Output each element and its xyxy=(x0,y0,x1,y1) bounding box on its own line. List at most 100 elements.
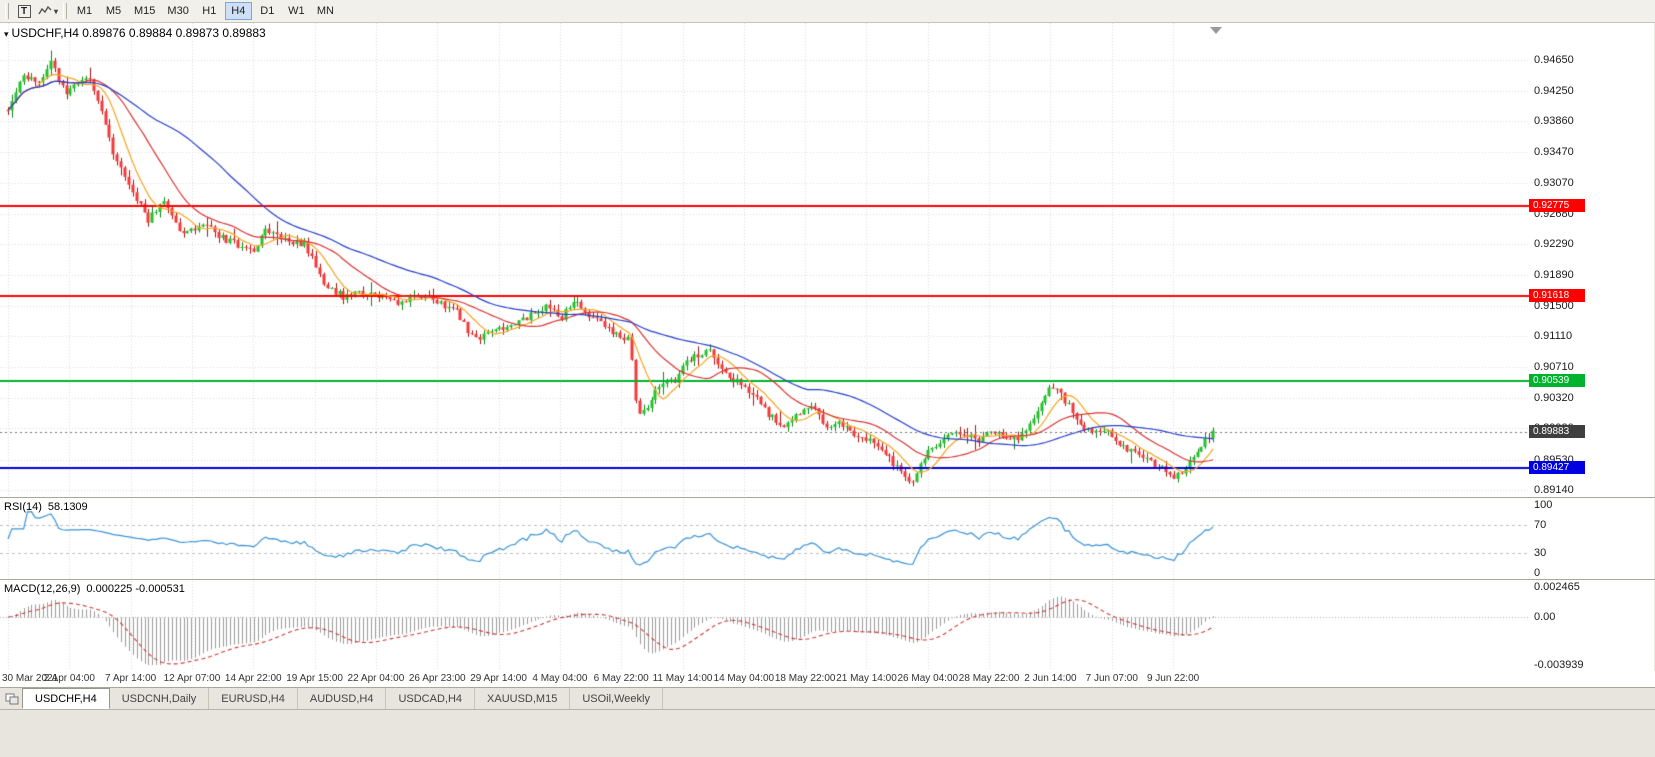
time-axis-label: 18 May 22:00 xyxy=(774,673,836,684)
rsi-axis[interactable]: 100 70 30 0 xyxy=(1529,499,1654,579)
chart-tab-XAUUSD-M15[interactable]: XAUUSD,M15 xyxy=(475,688,571,709)
rsi-value: 58.1309 xyxy=(47,501,88,513)
time-axis-label: 7 Jun 07:00 xyxy=(1085,673,1138,684)
axis-label: 0.90320 xyxy=(1534,391,1574,404)
time-axis-label: 4 May 04:00 xyxy=(532,673,588,684)
rsi-title: RSI(14) 58.1309 xyxy=(4,501,88,513)
macd-axis[interactable]: 0.002465 0.00 -0.003939 xyxy=(1529,581,1654,671)
chart-tabs-bar: USDCHF,H4 USDCNH,Daily EURUSD,H4 AUDUSD,H4 U… xyxy=(0,688,1655,710)
axis-label: -0.003939 xyxy=(1534,659,1584,671)
text-tool-button[interactable]: T xyxy=(13,2,35,20)
text-tool-icon: T xyxy=(17,4,31,18)
pane-separator[interactable] xyxy=(0,497,1655,499)
time-axis-label: 26 May 04:00 xyxy=(897,673,959,684)
toolbar: T ▾ M1 M5 M15 M30 H1 H4 D1 W1 MN xyxy=(0,0,1655,23)
axis-label: 30 xyxy=(1534,546,1547,559)
time-axis-label: 6 May 22:00 xyxy=(593,673,649,684)
axis-label: 0.91110 xyxy=(1534,330,1573,343)
price-tag: 0.89427 xyxy=(1529,460,1585,474)
rsi-pane: RSI(14) 58.1309 xyxy=(0,499,1529,579)
macd-row: MACD(12,26,9) 0.000225 -0.000531 0.002465… xyxy=(0,581,1655,671)
chart-tab-USDCNH-Daily[interactable]: USDCNH,Daily xyxy=(110,688,210,709)
chart-tab-USDCAD-H4[interactable]: USDCAD,H4 xyxy=(386,688,476,709)
time-axis-label: 9 Jun 22:00 xyxy=(1146,673,1200,684)
time-axis-label: 12 Apr 07:00 xyxy=(163,673,221,684)
macd-title: MACD(12,26,9) 0.000225 -0.000531 xyxy=(4,583,185,595)
time-axis-label: 2 Jun 14:00 xyxy=(1024,673,1077,684)
macd-name: MACD(12,26,9) xyxy=(4,583,81,595)
main-chart-row: ▾ USDCHF,H4 0.89876 0.89884 0.89873 0.898… xyxy=(0,23,1655,497)
time-axis-label: 2 Apr 04:00 xyxy=(43,673,95,684)
line-style-button[interactable]: ▾ xyxy=(37,2,59,20)
axis-label: 0.91890 xyxy=(1534,269,1574,282)
axis-label: 0.89140 xyxy=(1534,483,1574,496)
axis-label: 0.94250 xyxy=(1534,84,1574,97)
time-axis-label: 14 May 04:00 xyxy=(713,673,775,684)
axis-label: 0 xyxy=(1534,567,1541,579)
axis-label: 0.93860 xyxy=(1534,115,1574,128)
time-axis-label: 26 Apr 23:00 xyxy=(408,673,466,684)
axis-label: 0.94650 xyxy=(1534,53,1574,66)
time-axis-label: 7 Apr 14:00 xyxy=(105,673,157,684)
time-axis-label: 28 May 22:00 xyxy=(958,673,1020,684)
price-chart-pane: ▾ USDCHF,H4 0.89876 0.89884 0.89873 0.898… xyxy=(0,23,1529,497)
chart-tab-AUDUSD-H4[interactable]: AUDUSD,H4 xyxy=(298,688,387,709)
time-axis[interactable]: 30 Mar 2021 2 Apr 04:00 7 Apr 14:00 12 Apr … xyxy=(0,671,1655,688)
charts-list-icon[interactable] xyxy=(2,688,22,709)
shift-marker-icon[interactable] xyxy=(1210,27,1222,34)
time-axis-label: 21 May 14:00 xyxy=(836,673,897,684)
chart-menu-icon[interactable]: ▾ xyxy=(4,29,9,39)
axis-label: 0.93070 xyxy=(1534,177,1574,190)
status-bar xyxy=(0,710,1655,757)
time-axis-label: 30 Mar 2021 xyxy=(2,673,59,684)
price-tag: 0.90539 xyxy=(1529,373,1585,387)
timeframe-button-D1[interactable]: D1 xyxy=(254,2,281,20)
timeframe-button-M15[interactable]: M15 xyxy=(129,2,160,20)
time-axis-label: 22 Apr 04:00 xyxy=(347,673,405,684)
axis-label: 0.92290 xyxy=(1534,237,1574,250)
axis-label: 0.002465 xyxy=(1534,581,1580,593)
pane-separator[interactable] xyxy=(0,579,1655,581)
macd-values: 0.000225 -0.000531 xyxy=(86,583,185,595)
price-tag: 0.92775 xyxy=(1529,199,1585,213)
rsi-name: RSI(14) xyxy=(4,501,42,513)
price-tag: 0.89883 xyxy=(1529,424,1585,438)
timeframe-button-W1[interactable]: W1 xyxy=(283,2,310,20)
axis-label: 0.93470 xyxy=(1534,145,1574,158)
chart-tab-EURUSD-H4[interactable]: EURUSD,H4 xyxy=(209,688,298,709)
price-axis[interactable]: 0.94650 0.94250 0.93860 0.93470 0.93070 0.926… xyxy=(1529,23,1654,497)
chart-tab-USDCHF-H4[interactable]: USDCHF,H4 xyxy=(22,688,110,709)
axis-label: 100 xyxy=(1534,499,1553,511)
chevron-down-icon: ▾ xyxy=(54,6,59,16)
chart-tab-USOil-Weekly[interactable]: USOil,Weekly xyxy=(570,688,663,709)
chart-header: ▾ USDCHF,H4 0.89876 0.89884 0.89873 0.898… xyxy=(4,26,266,40)
rsi-row: RSI(14) 58.1309 100 70 30 0 xyxy=(0,499,1655,579)
time-axis-label: 29 Apr 14:00 xyxy=(470,673,527,684)
timeframe-button-H1[interactable]: H1 xyxy=(196,2,223,20)
timeframe-button-M30[interactable]: M30 xyxy=(162,2,193,20)
macd-pane: MACD(12,26,9) 0.000225 -0.000531 xyxy=(0,581,1529,671)
toolbar-grip[interactable] xyxy=(5,3,9,19)
timeframe-button-M5[interactable]: M5 xyxy=(100,2,127,20)
toolbar-grip[interactable] xyxy=(63,3,68,19)
price-tag: 0.91618 xyxy=(1529,289,1585,303)
axis-label: 0.90710 xyxy=(1534,361,1574,374)
axis-label: 0.91500 xyxy=(1534,299,1574,312)
axis-label: 0.00 xyxy=(1534,611,1556,624)
chart-symbol-period: USDCHF,H4 xyxy=(11,26,79,40)
candlestick-canvas[interactable] xyxy=(0,23,1529,497)
timeframe-button-H4[interactable]: H4 xyxy=(224,2,252,20)
chart-tabs: USDCHF,H4 USDCNH,Daily EURUSD,H4 AUDUSD,H4 U… xyxy=(22,688,663,709)
time-axis-label: 19 Apr 15:00 xyxy=(286,673,343,684)
time-axis-label: 14 Apr 22:00 xyxy=(224,673,282,684)
rsi-canvas[interactable] xyxy=(0,499,1529,579)
axis-label: 70 xyxy=(1534,519,1547,532)
timeframe-group: M1 M5 M15 M30 H1 H4 D1 W1 MN xyxy=(70,2,340,20)
timeframe-button-M1[interactable]: M1 xyxy=(71,2,98,20)
macd-canvas[interactable] xyxy=(0,581,1529,671)
timeframe-button-MN[interactable]: MN xyxy=(312,2,339,20)
line-style-icon xyxy=(38,5,52,15)
time-axis-label: 11 May 14:00 xyxy=(652,673,713,684)
chart-ohlc-values: 0.89876 0.89884 0.89873 0.89883 xyxy=(82,26,266,40)
